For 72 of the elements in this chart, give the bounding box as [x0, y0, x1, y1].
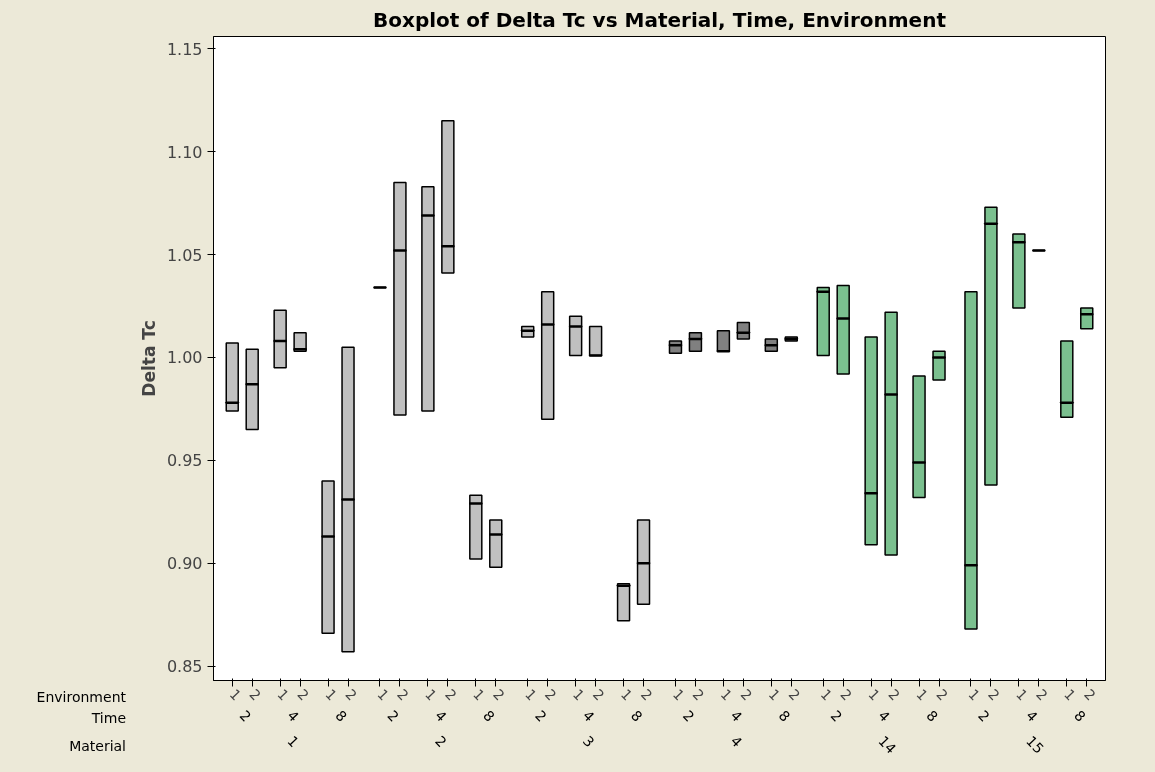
text: Material	[69, 737, 126, 756]
text: Time	[91, 709, 126, 728]
text: 2	[679, 707, 698, 725]
x-tick-label: 2	[885, 685, 904, 704]
x-tick-label: 2	[541, 685, 560, 704]
x-tick-label: 2	[737, 685, 756, 704]
x-tick-label: 1	[669, 685, 688, 704]
x-tick-label: 2	[246, 685, 265, 704]
y-tick-label: 1.10	[166, 142, 203, 162]
x-tick-label: 2	[294, 685, 313, 704]
x-tick-label: 1	[322, 685, 341, 704]
x-tick-label: 1	[965, 685, 983, 704]
text: 8	[480, 707, 498, 725]
text: 4	[727, 707, 746, 725]
x-tick-label: 2	[837, 685, 856, 704]
x-tick-label: 1	[470, 685, 488, 704]
x-tick-label: 1	[765, 685, 784, 704]
x-tick-label: 2	[1081, 685, 1099, 704]
text: 4	[1023, 707, 1041, 725]
x-tick-label: 2	[689, 685, 708, 704]
text: 4	[579, 707, 598, 725]
y-tick-label: 0.90	[166, 554, 203, 574]
text: 4	[875, 707, 894, 725]
x-tick-label: 1	[226, 685, 245, 704]
x-tick-label: 1	[865, 685, 884, 704]
text: 4	[727, 732, 746, 751]
x-tick-label: 1	[913, 685, 932, 704]
y-tick-label: 1.00	[166, 348, 203, 368]
text: 8	[332, 707, 350, 725]
x-tick-label: 2	[985, 685, 1003, 704]
y-axis-title: Delta Tc	[138, 320, 159, 397]
text: 8	[627, 707, 646, 725]
x-tick-label: 1	[617, 685, 636, 704]
x-tick-label: 2	[394, 685, 412, 704]
y-tick-label: 1.05	[166, 245, 203, 265]
x-tick-label: 1	[1013, 685, 1031, 704]
x-tick-label: 2	[1033, 685, 1051, 704]
x-tick-label: 1	[521, 685, 540, 704]
y-tick-label: 0.95	[166, 451, 203, 471]
text: 2	[432, 732, 450, 751]
text: 2	[531, 707, 550, 725]
chart-title: Boxplot of Delta Tc vs Material, Time, Environment	[373, 7, 947, 32]
text: 2	[975, 707, 993, 725]
text: 2	[384, 707, 402, 725]
x-tick-label: 1	[374, 685, 392, 704]
text: 4	[284, 707, 303, 725]
x-tick-label: 1	[569, 685, 588, 704]
text: 14	[875, 732, 900, 757]
text: 8	[775, 707, 794, 725]
x-tick-label: 1	[717, 685, 736, 704]
x-tick-label: 1	[1061, 685, 1079, 704]
y-tick-label: 1.15	[166, 39, 203, 59]
x-tick-label: 2	[933, 685, 951, 704]
x-tick-label: 2	[785, 685, 804, 704]
text: Environment	[36, 688, 126, 707]
x-tick-label: 1	[817, 685, 836, 704]
x-tick-label: 2	[342, 685, 360, 704]
text: 2	[827, 707, 846, 725]
text: 3	[579, 732, 598, 751]
x-tick-label: 1	[274, 685, 293, 704]
x-tick-label: 2	[442, 685, 460, 704]
x-tick-label: 2	[637, 685, 656, 704]
x-tick-label: 2	[589, 685, 608, 704]
text: 1	[284, 732, 303, 751]
x-tick-label: 2	[490, 685, 508, 704]
x-tick-label: 1	[422, 685, 440, 704]
text: 15	[1023, 732, 1048, 757]
y-tick-label: 0.85	[166, 657, 203, 677]
text: 4	[432, 707, 450, 725]
text: 8	[923, 707, 941, 725]
text: 2	[236, 707, 255, 725]
text: 8	[1071, 707, 1089, 725]
